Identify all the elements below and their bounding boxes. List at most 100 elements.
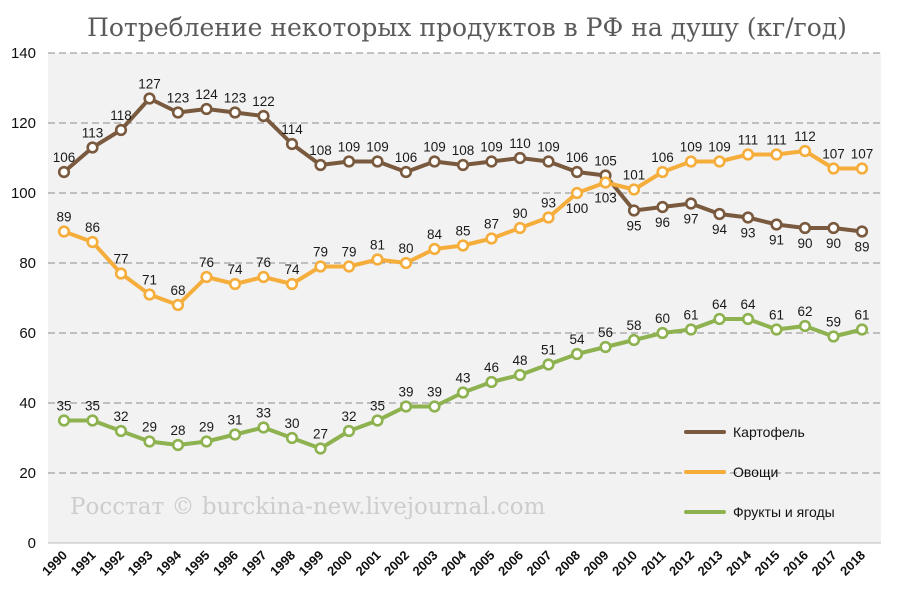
data-point xyxy=(456,386,470,399)
data-point xyxy=(570,165,584,179)
data-label: 93 xyxy=(541,196,556,211)
data-point xyxy=(399,165,413,179)
data-label: 97 xyxy=(683,212,698,227)
y-tick-label: 40 xyxy=(19,395,36,412)
data-label: 122 xyxy=(252,94,275,109)
data-label: 74 xyxy=(284,262,300,277)
data-point xyxy=(627,204,641,217)
gridlines xyxy=(48,52,881,474)
data-point xyxy=(599,340,612,354)
data-point xyxy=(741,312,755,326)
data-point xyxy=(314,260,327,273)
legend: Картофель Овощи Фрукты и ягоды xyxy=(684,424,835,520)
data-label: 68 xyxy=(170,283,185,298)
data-point xyxy=(570,186,584,200)
data-point xyxy=(798,144,812,158)
data-label: 71 xyxy=(142,273,157,288)
data-label: 64 xyxy=(740,297,756,312)
data-point xyxy=(399,400,413,413)
data-label: 61 xyxy=(854,308,869,323)
data-label: 109 xyxy=(480,140,503,155)
legend-item-2: Овощи xyxy=(684,464,778,480)
data-label: 61 xyxy=(683,308,698,323)
data-point xyxy=(741,148,755,161)
data-point xyxy=(542,211,555,224)
data-point xyxy=(627,333,641,347)
data-point xyxy=(656,165,669,179)
data-point xyxy=(257,421,270,434)
data-point xyxy=(86,141,99,154)
data-point xyxy=(599,176,612,189)
y-tick-label: 60 xyxy=(19,325,36,342)
data-label: 56 xyxy=(598,325,613,340)
y-tick-label: 0 xyxy=(28,535,36,552)
data-label: 103 xyxy=(594,191,617,206)
data-label: 106 xyxy=(651,150,674,165)
data-point xyxy=(342,260,356,273)
data-label: 108 xyxy=(309,143,332,158)
data-label: 86 xyxy=(85,220,100,235)
data-label: 60 xyxy=(655,311,670,326)
data-point xyxy=(656,200,669,214)
data-point xyxy=(798,221,812,235)
data-label: 127 xyxy=(138,77,161,92)
data-label: 106 xyxy=(566,150,589,165)
data-point xyxy=(656,326,669,340)
series-1: 106 113 118 127 123 124 123 122 114 108 109 109 106 1… xyxy=(53,77,870,255)
data-label: 107 xyxy=(822,147,845,162)
data-point xyxy=(798,319,812,333)
y-tick-label: 20 xyxy=(19,465,36,482)
data-point xyxy=(428,242,441,256)
data-point xyxy=(428,155,441,168)
y-axis-ticks: 0 20 40 60 80 100 120 140 xyxy=(11,45,36,552)
data-point xyxy=(257,270,270,284)
data-label: 118 xyxy=(110,108,132,123)
data-point xyxy=(713,312,726,326)
data-label: 81 xyxy=(370,238,385,253)
data-point xyxy=(542,155,555,168)
data-label: 100 xyxy=(566,201,589,216)
data-label: 85 xyxy=(455,224,470,239)
data-point xyxy=(86,235,99,249)
legend-label: Картофель xyxy=(733,424,805,440)
data-point xyxy=(57,165,71,179)
data-point xyxy=(428,400,441,413)
data-label: 109 xyxy=(680,140,703,155)
data-point xyxy=(57,414,71,427)
data-point xyxy=(855,225,869,238)
data-label: 106 xyxy=(53,150,76,165)
data-label: 58 xyxy=(626,318,641,333)
data-label: 111 xyxy=(738,133,759,148)
data-point xyxy=(57,225,71,238)
data-point xyxy=(143,435,156,448)
legend-label: Фрукты и ягоды xyxy=(733,504,835,520)
data-point xyxy=(228,277,242,291)
data-point xyxy=(627,183,641,196)
data-point xyxy=(228,428,242,441)
data-point xyxy=(314,158,327,172)
data-label: 96 xyxy=(655,215,670,230)
data-label: 64 xyxy=(712,297,728,312)
legend-item-1: Картофель xyxy=(684,424,805,440)
data-label: 29 xyxy=(199,420,214,435)
data-label: 110 xyxy=(509,136,531,151)
data-point xyxy=(855,162,869,175)
data-point xyxy=(371,253,384,266)
data-point xyxy=(485,232,498,245)
data-label: 105 xyxy=(594,154,617,169)
data-point xyxy=(684,155,698,168)
data-point xyxy=(770,218,783,231)
data-label: 62 xyxy=(797,304,812,319)
data-point xyxy=(228,106,242,119)
data-point xyxy=(741,211,755,224)
series-group: 106 113 118 127 123 124 123 122 114 108 109 109 106 1… xyxy=(53,77,873,455)
data-point xyxy=(143,288,156,301)
data-point xyxy=(770,323,783,336)
data-point xyxy=(485,155,498,168)
y-tick-label: 100 xyxy=(11,185,36,202)
legend-item-3: Фрукты и ягоды xyxy=(684,504,835,520)
data-point xyxy=(86,414,99,427)
data-label: 109 xyxy=(708,140,731,155)
data-point xyxy=(285,137,299,151)
data-label: 51 xyxy=(541,343,556,358)
